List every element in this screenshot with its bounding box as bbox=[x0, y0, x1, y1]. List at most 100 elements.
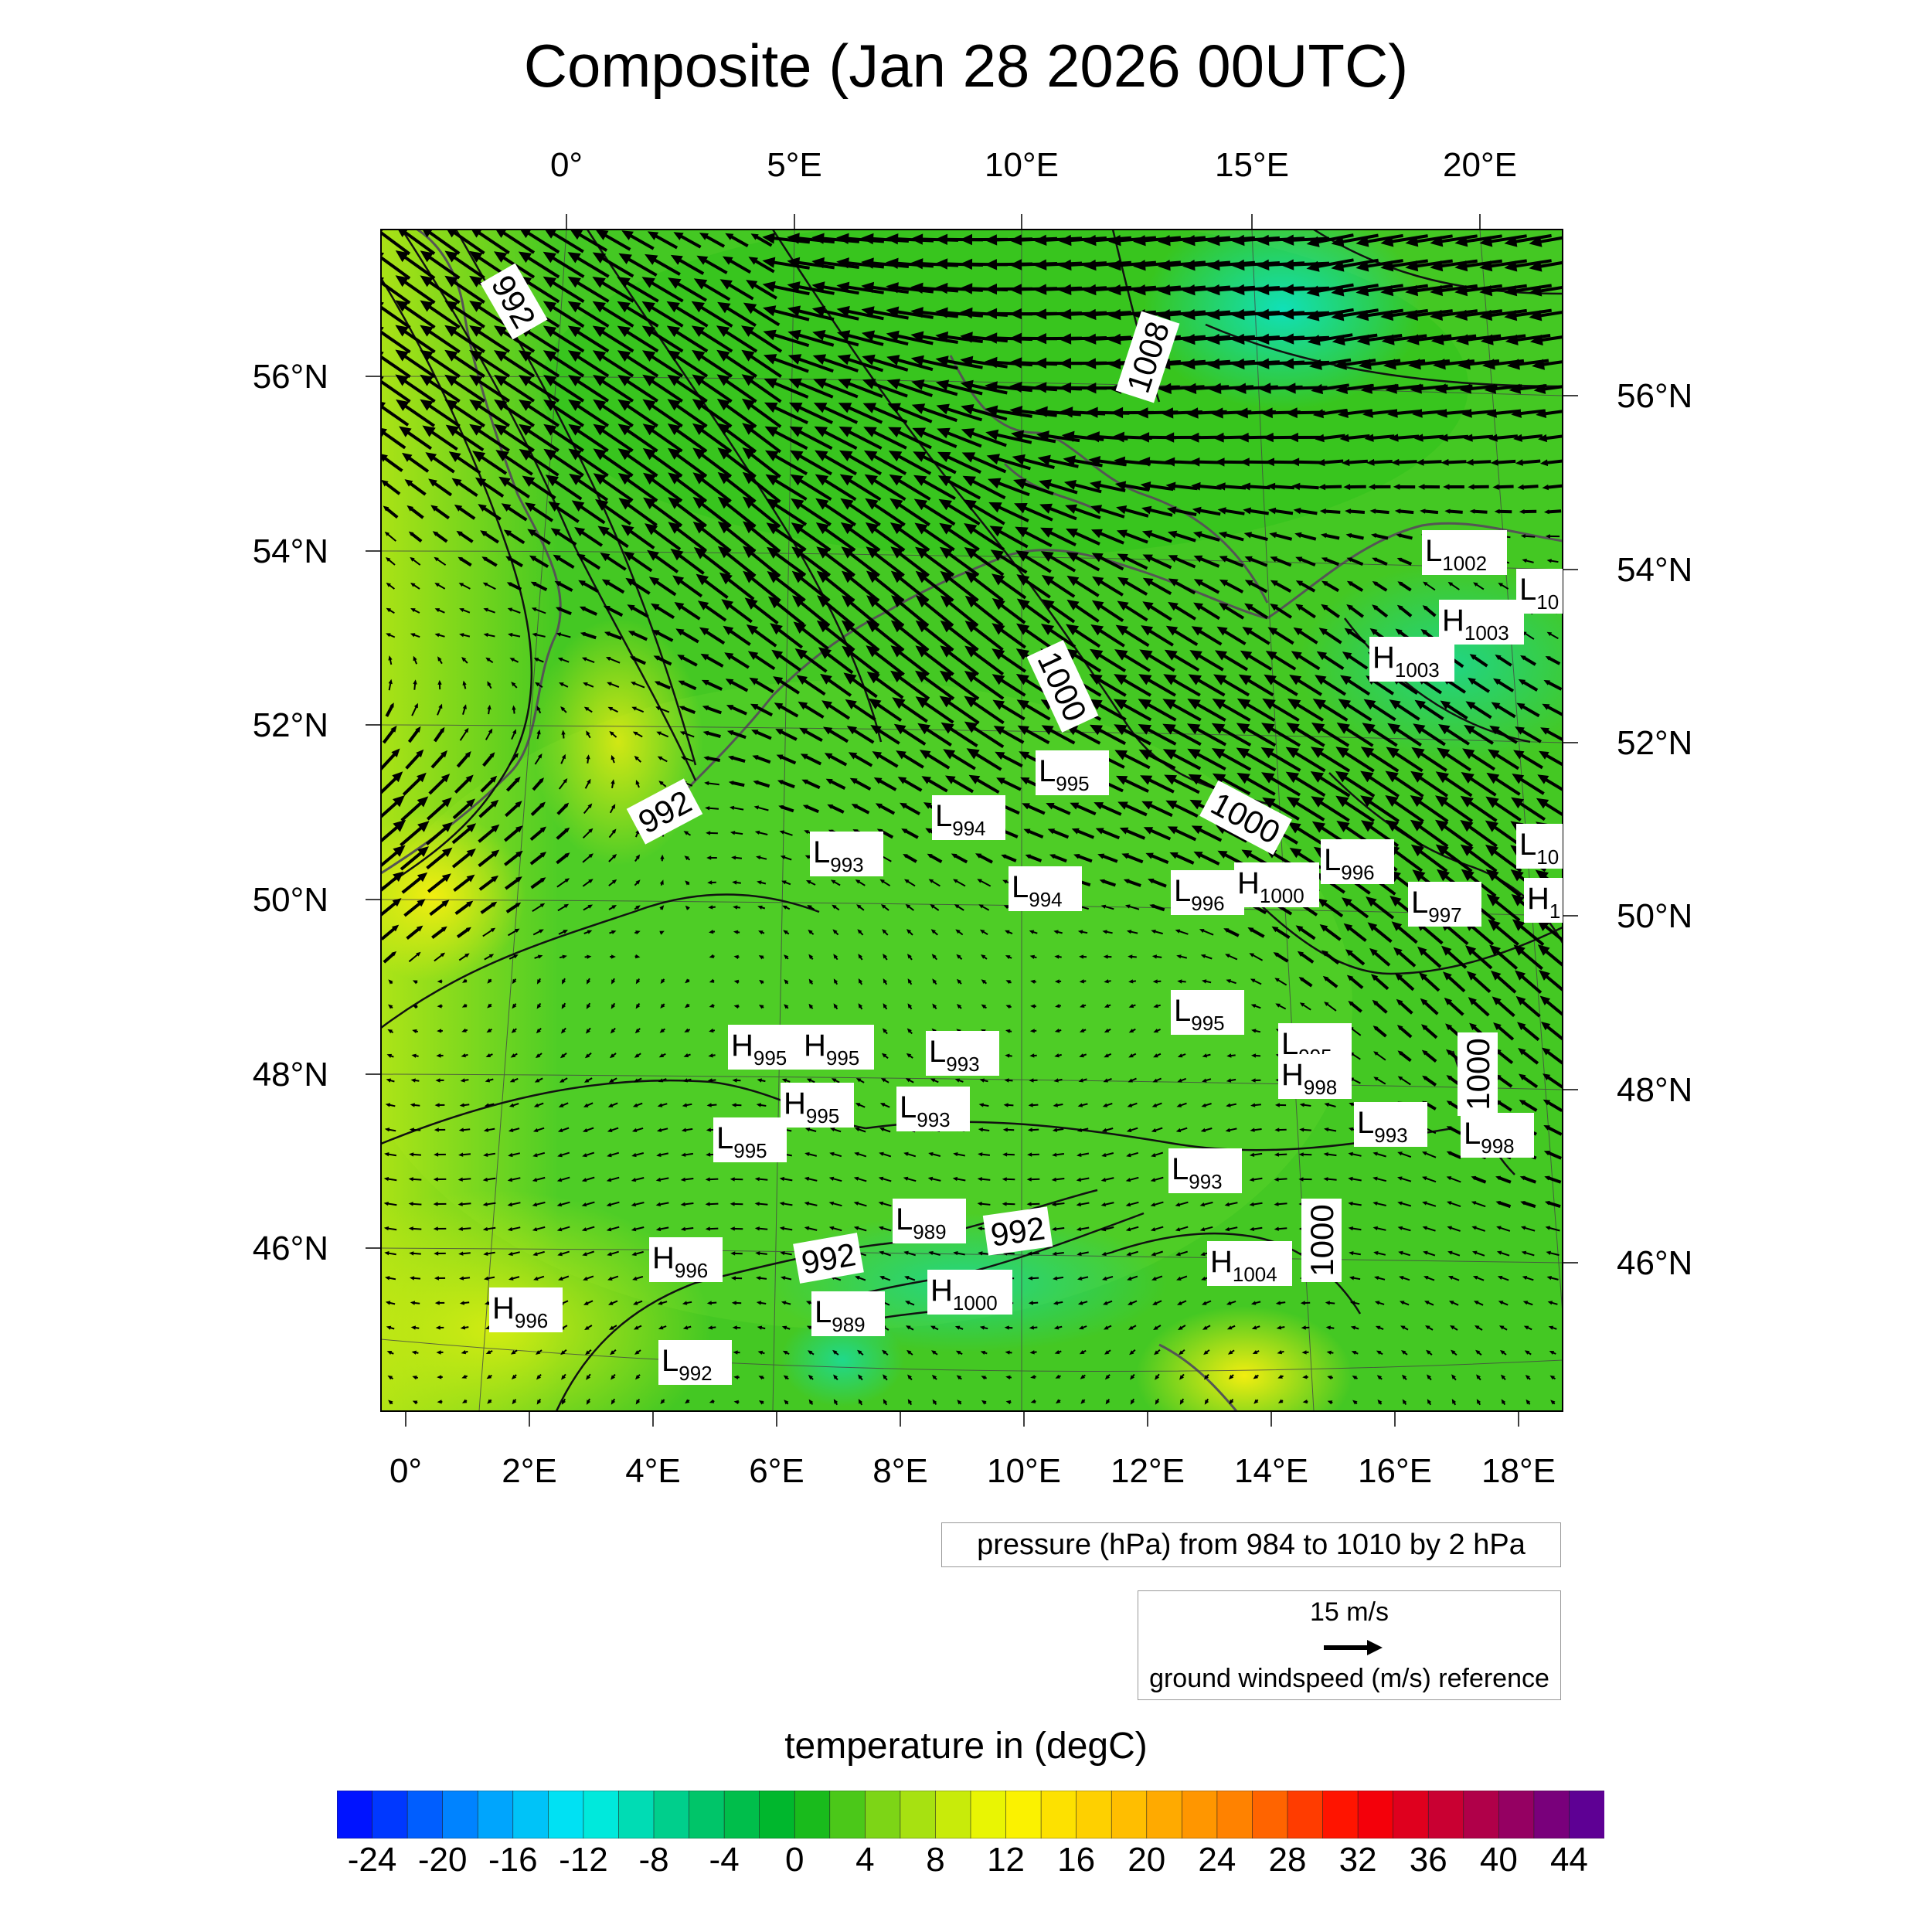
wind-arrow-head bbox=[1479, 285, 1493, 297]
wind-arrow-shaft bbox=[672, 402, 708, 428]
wind-arrow-shaft bbox=[1115, 236, 1157, 243]
wind-arrow-head bbox=[1504, 236, 1518, 247]
wind-arrow-shaft bbox=[1486, 259, 1527, 269]
wind-arrow-head bbox=[1083, 284, 1097, 296]
wind-arrow-head bbox=[1281, 234, 1294, 246]
wind-arrow-head bbox=[1362, 409, 1373, 418]
wind-arrow-shaft bbox=[1214, 236, 1256, 243]
wind-arrow-head bbox=[1207, 308, 1220, 321]
wind-arrow-shaft bbox=[1420, 460, 1442, 464]
wind-arrow-shaft bbox=[647, 352, 684, 378]
wind-arrow-head bbox=[1232, 284, 1245, 296]
wind-arrow-shaft bbox=[1343, 409, 1372, 416]
wind-arrow-shaft bbox=[1322, 485, 1342, 489]
wind-arrow-head bbox=[1011, 430, 1025, 441]
wind-arrow-head bbox=[886, 355, 900, 366]
wind-arrow-shaft bbox=[1387, 234, 1428, 244]
wind-arrow-shaft bbox=[868, 309, 909, 320]
wind-arrow-shaft bbox=[1540, 385, 1563, 392]
wind-arrow-head bbox=[764, 426, 778, 437]
wind-arrow-shaft bbox=[843, 284, 884, 294]
wind-arrow-shaft bbox=[770, 428, 808, 451]
wind-arrow-shaft bbox=[748, 305, 781, 327]
wind-arrow-shaft bbox=[1536, 260, 1563, 269]
wind-arrow-shaft bbox=[1364, 334, 1403, 342]
wind-arrow-head bbox=[1060, 406, 1073, 418]
wind-arrow-head bbox=[935, 379, 950, 391]
map-title: Composite (Jan 28 2026 00UTC) bbox=[523, 32, 1409, 100]
wind-arrow-head bbox=[543, 375, 557, 386]
wind-arrow-head bbox=[1482, 359, 1495, 370]
wind-arrow-shaft bbox=[701, 257, 728, 274]
colorbar-bin bbox=[406, 1791, 444, 1838]
wind-arrow-shaft bbox=[1115, 260, 1157, 267]
wind-arrows bbox=[381, 230, 1563, 1406]
wind-arrow-head bbox=[935, 282, 948, 294]
wind-arrow-head bbox=[862, 354, 876, 366]
wind-arrow-shaft bbox=[1313, 308, 1354, 318]
wind-arrow-shaft bbox=[1412, 259, 1453, 269]
wind-arrow-shaft bbox=[672, 304, 709, 328]
wind-arrow-head bbox=[1257, 358, 1270, 369]
wind-arrow-head bbox=[1108, 235, 1121, 247]
wind-arrow-shaft bbox=[647, 328, 684, 353]
wind-arrow-head bbox=[1260, 407, 1273, 419]
wind-arrow-shaft bbox=[381, 305, 411, 329]
wind-arrow-head bbox=[1034, 284, 1047, 295]
wind-arrow-shaft bbox=[868, 333, 909, 346]
wind-arrow-shaft bbox=[943, 430, 982, 448]
wind-arrow-head bbox=[494, 251, 508, 263]
wind-arrow-shaft bbox=[1295, 460, 1321, 464]
wind-arrow-head bbox=[1083, 358, 1097, 369]
wind-arrow-head bbox=[469, 350, 483, 362]
wind-arrow-head bbox=[1083, 308, 1097, 321]
wind-arrow-head bbox=[670, 254, 683, 265]
wind-arrow-head bbox=[1529, 334, 1543, 346]
colorbar-bin bbox=[442, 1791, 479, 1838]
wind-arrow-head bbox=[910, 331, 924, 342]
wind-arrow-shaft bbox=[794, 284, 835, 295]
wind-arrow-head bbox=[444, 349, 458, 362]
wind-arrow-head bbox=[1307, 335, 1321, 346]
wind-arrow-head bbox=[1505, 334, 1519, 345]
left-lat-label: 50°N bbox=[253, 881, 328, 919]
wind-arrow-shaft bbox=[1189, 335, 1231, 342]
top-lon-label: 20°E bbox=[1443, 146, 1517, 184]
wind-arrow-head bbox=[1009, 234, 1022, 246]
wind-arrow-shaft bbox=[1447, 509, 1463, 514]
wind-arrow-head bbox=[667, 374, 681, 386]
wind-arrow-head bbox=[395, 349, 409, 362]
wind-arrow-shaft bbox=[425, 402, 461, 428]
wind-arrow-head bbox=[741, 374, 755, 386]
wind-arrow-shaft bbox=[1016, 409, 1057, 417]
wind-arrow-head bbox=[592, 325, 607, 338]
wind-arrow-shaft bbox=[1437, 234, 1478, 244]
wind-arrow-head bbox=[960, 258, 973, 270]
wind-arrow-head bbox=[494, 325, 508, 337]
low-pressure-label: L998 bbox=[1461, 1113, 1534, 1158]
wind-arrow-head bbox=[910, 258, 923, 270]
wind-arrow-shaft bbox=[1066, 236, 1107, 243]
wind-arrow-head bbox=[1504, 260, 1518, 272]
wind-arrow-head bbox=[716, 349, 730, 362]
colorbar-bin bbox=[935, 1791, 971, 1838]
wind-arrow-head bbox=[641, 301, 655, 313]
wind-arrow-shaft bbox=[968, 430, 1007, 447]
bottom-lon-label: 0° bbox=[389, 1452, 422, 1490]
wind-arrow-shaft bbox=[425, 230, 461, 255]
wind-arrow-head bbox=[1035, 406, 1048, 417]
low-pressure-label: L997 bbox=[1408, 882, 1481, 927]
pressure-contour-legend: pressure (hPa) from 984 to 1010 by 2 hPa bbox=[941, 1522, 1561, 1567]
wind-arrow-head bbox=[716, 398, 730, 411]
wind-arrow-head bbox=[1009, 406, 1023, 417]
wind-arrow-shaft bbox=[1189, 359, 1231, 366]
wind-arrow-shaft bbox=[498, 402, 536, 427]
wind-arrow-head bbox=[1034, 333, 1047, 345]
wind-arrow-shaft bbox=[1445, 460, 1467, 464]
high-pressure-label: H998 bbox=[1278, 1054, 1352, 1099]
wind-arrow-head bbox=[1059, 358, 1072, 369]
wind-arrow-head bbox=[1430, 284, 1444, 297]
wind-arrow-shaft bbox=[573, 377, 610, 403]
wind-arrow-shaft bbox=[1536, 310, 1563, 318]
